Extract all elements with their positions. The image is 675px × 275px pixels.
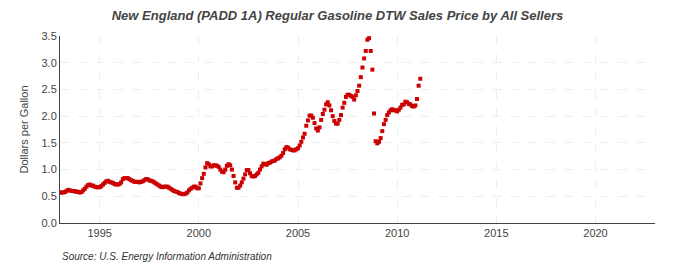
svg-text:1.0: 1.0: [42, 163, 57, 175]
svg-text:1.5: 1.5: [42, 137, 57, 149]
svg-text:2.0: 2.0: [42, 110, 57, 122]
svg-text:3.5: 3.5: [42, 30, 57, 42]
svg-text:New England (PADD 1A) Regular: New England (PADD 1A) Regular Gasoline D…: [112, 8, 564, 23]
svg-text:2020: 2020: [583, 227, 607, 239]
svg-text:2015: 2015: [484, 227, 508, 239]
svg-text:0.5: 0.5: [42, 190, 57, 202]
svg-text:2010: 2010: [385, 227, 409, 239]
svg-text:1995: 1995: [87, 227, 111, 239]
svg-text:2.5: 2.5: [42, 83, 57, 95]
svg-text:Source: U.S. Energy Informatio: Source: U.S. Energy Information Administ…: [62, 251, 272, 262]
svg-text:0.0: 0.0: [42, 217, 57, 229]
svg-text:2000: 2000: [187, 227, 211, 239]
svg-text:Dollars per Gallon: Dollars per Gallon: [18, 85, 30, 173]
svg-text:3.0: 3.0: [42, 57, 57, 69]
svg-text:2005: 2005: [286, 227, 310, 239]
